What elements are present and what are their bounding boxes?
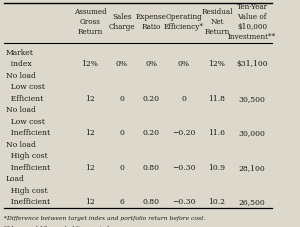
Text: Market: Market	[6, 49, 34, 57]
Text: *Difference between target index and portfolio return before cost.: *Difference between target index and por…	[4, 215, 206, 220]
Text: 0%: 0%	[116, 60, 128, 68]
Text: Expense
Ratio: Expense Ratio	[136, 13, 166, 31]
Text: 0.20: 0.20	[142, 129, 160, 137]
Text: −0.30: −0.30	[172, 197, 196, 205]
Text: $31,100: $31,100	[236, 60, 268, 68]
Text: 11.6: 11.6	[208, 129, 226, 137]
Text: Inefficient: Inefficient	[6, 197, 50, 205]
Text: Ten-Year
Value of
$10,000
Investment**: Ten-Year Value of $10,000 Investment**	[228, 3, 276, 41]
Text: 26,500: 26,500	[238, 197, 266, 205]
Text: Low cost: Low cost	[6, 117, 45, 125]
Text: High cost: High cost	[6, 152, 48, 160]
Text: 12%: 12%	[208, 60, 225, 68]
Text: Operating
Efficiency*: Operating Efficiency*	[164, 13, 204, 31]
Text: 12: 12	[85, 163, 95, 171]
Text: 10.9: 10.9	[208, 163, 226, 171]
Text: Inefficient: Inefficient	[6, 129, 50, 137]
Text: 0: 0	[120, 129, 124, 137]
Text: No load: No load	[6, 106, 36, 114]
Text: 30,500: 30,500	[238, 94, 266, 102]
Text: 10.2: 10.2	[208, 197, 226, 205]
Text: Efficient: Efficient	[6, 94, 43, 102]
Text: 0: 0	[182, 94, 186, 102]
Text: 12: 12	[85, 94, 95, 102]
Text: 0: 0	[120, 94, 124, 102]
Text: Load: Load	[6, 175, 25, 183]
Text: Inefficient: Inefficient	[6, 163, 50, 171]
Text: index: index	[6, 60, 31, 68]
Text: 6: 6	[120, 197, 124, 205]
Text: 0.20: 0.20	[142, 94, 160, 102]
Text: No load: No load	[6, 72, 36, 79]
Text: −0.20: −0.20	[172, 129, 196, 137]
Text: 0%: 0%	[178, 60, 190, 68]
Text: 12: 12	[85, 197, 95, 205]
Text: 12%: 12%	[82, 60, 98, 68]
Text: Sales
Charge: Sales Charge	[109, 13, 135, 31]
Text: **Assumed 10-year holding period.: **Assumed 10-year holding period.	[4, 225, 111, 227]
Text: 28,100: 28,100	[238, 163, 266, 171]
Text: 12: 12	[85, 129, 95, 137]
Text: High cost: High cost	[6, 186, 48, 194]
Text: 0.80: 0.80	[142, 163, 160, 171]
Text: 0.80: 0.80	[142, 197, 160, 205]
Text: 0: 0	[120, 163, 124, 171]
Text: Low cost: Low cost	[6, 83, 45, 91]
Text: −0.30: −0.30	[172, 163, 196, 171]
Text: No load: No load	[6, 140, 36, 148]
Text: Residual
Net
Return: Residual Net Return	[201, 8, 233, 36]
Text: 30,000: 30,000	[238, 129, 266, 137]
Text: Assumed
Gross
Return: Assumed Gross Return	[74, 8, 106, 36]
Text: 11.8: 11.8	[208, 94, 226, 102]
Text: 0%: 0%	[145, 60, 157, 68]
